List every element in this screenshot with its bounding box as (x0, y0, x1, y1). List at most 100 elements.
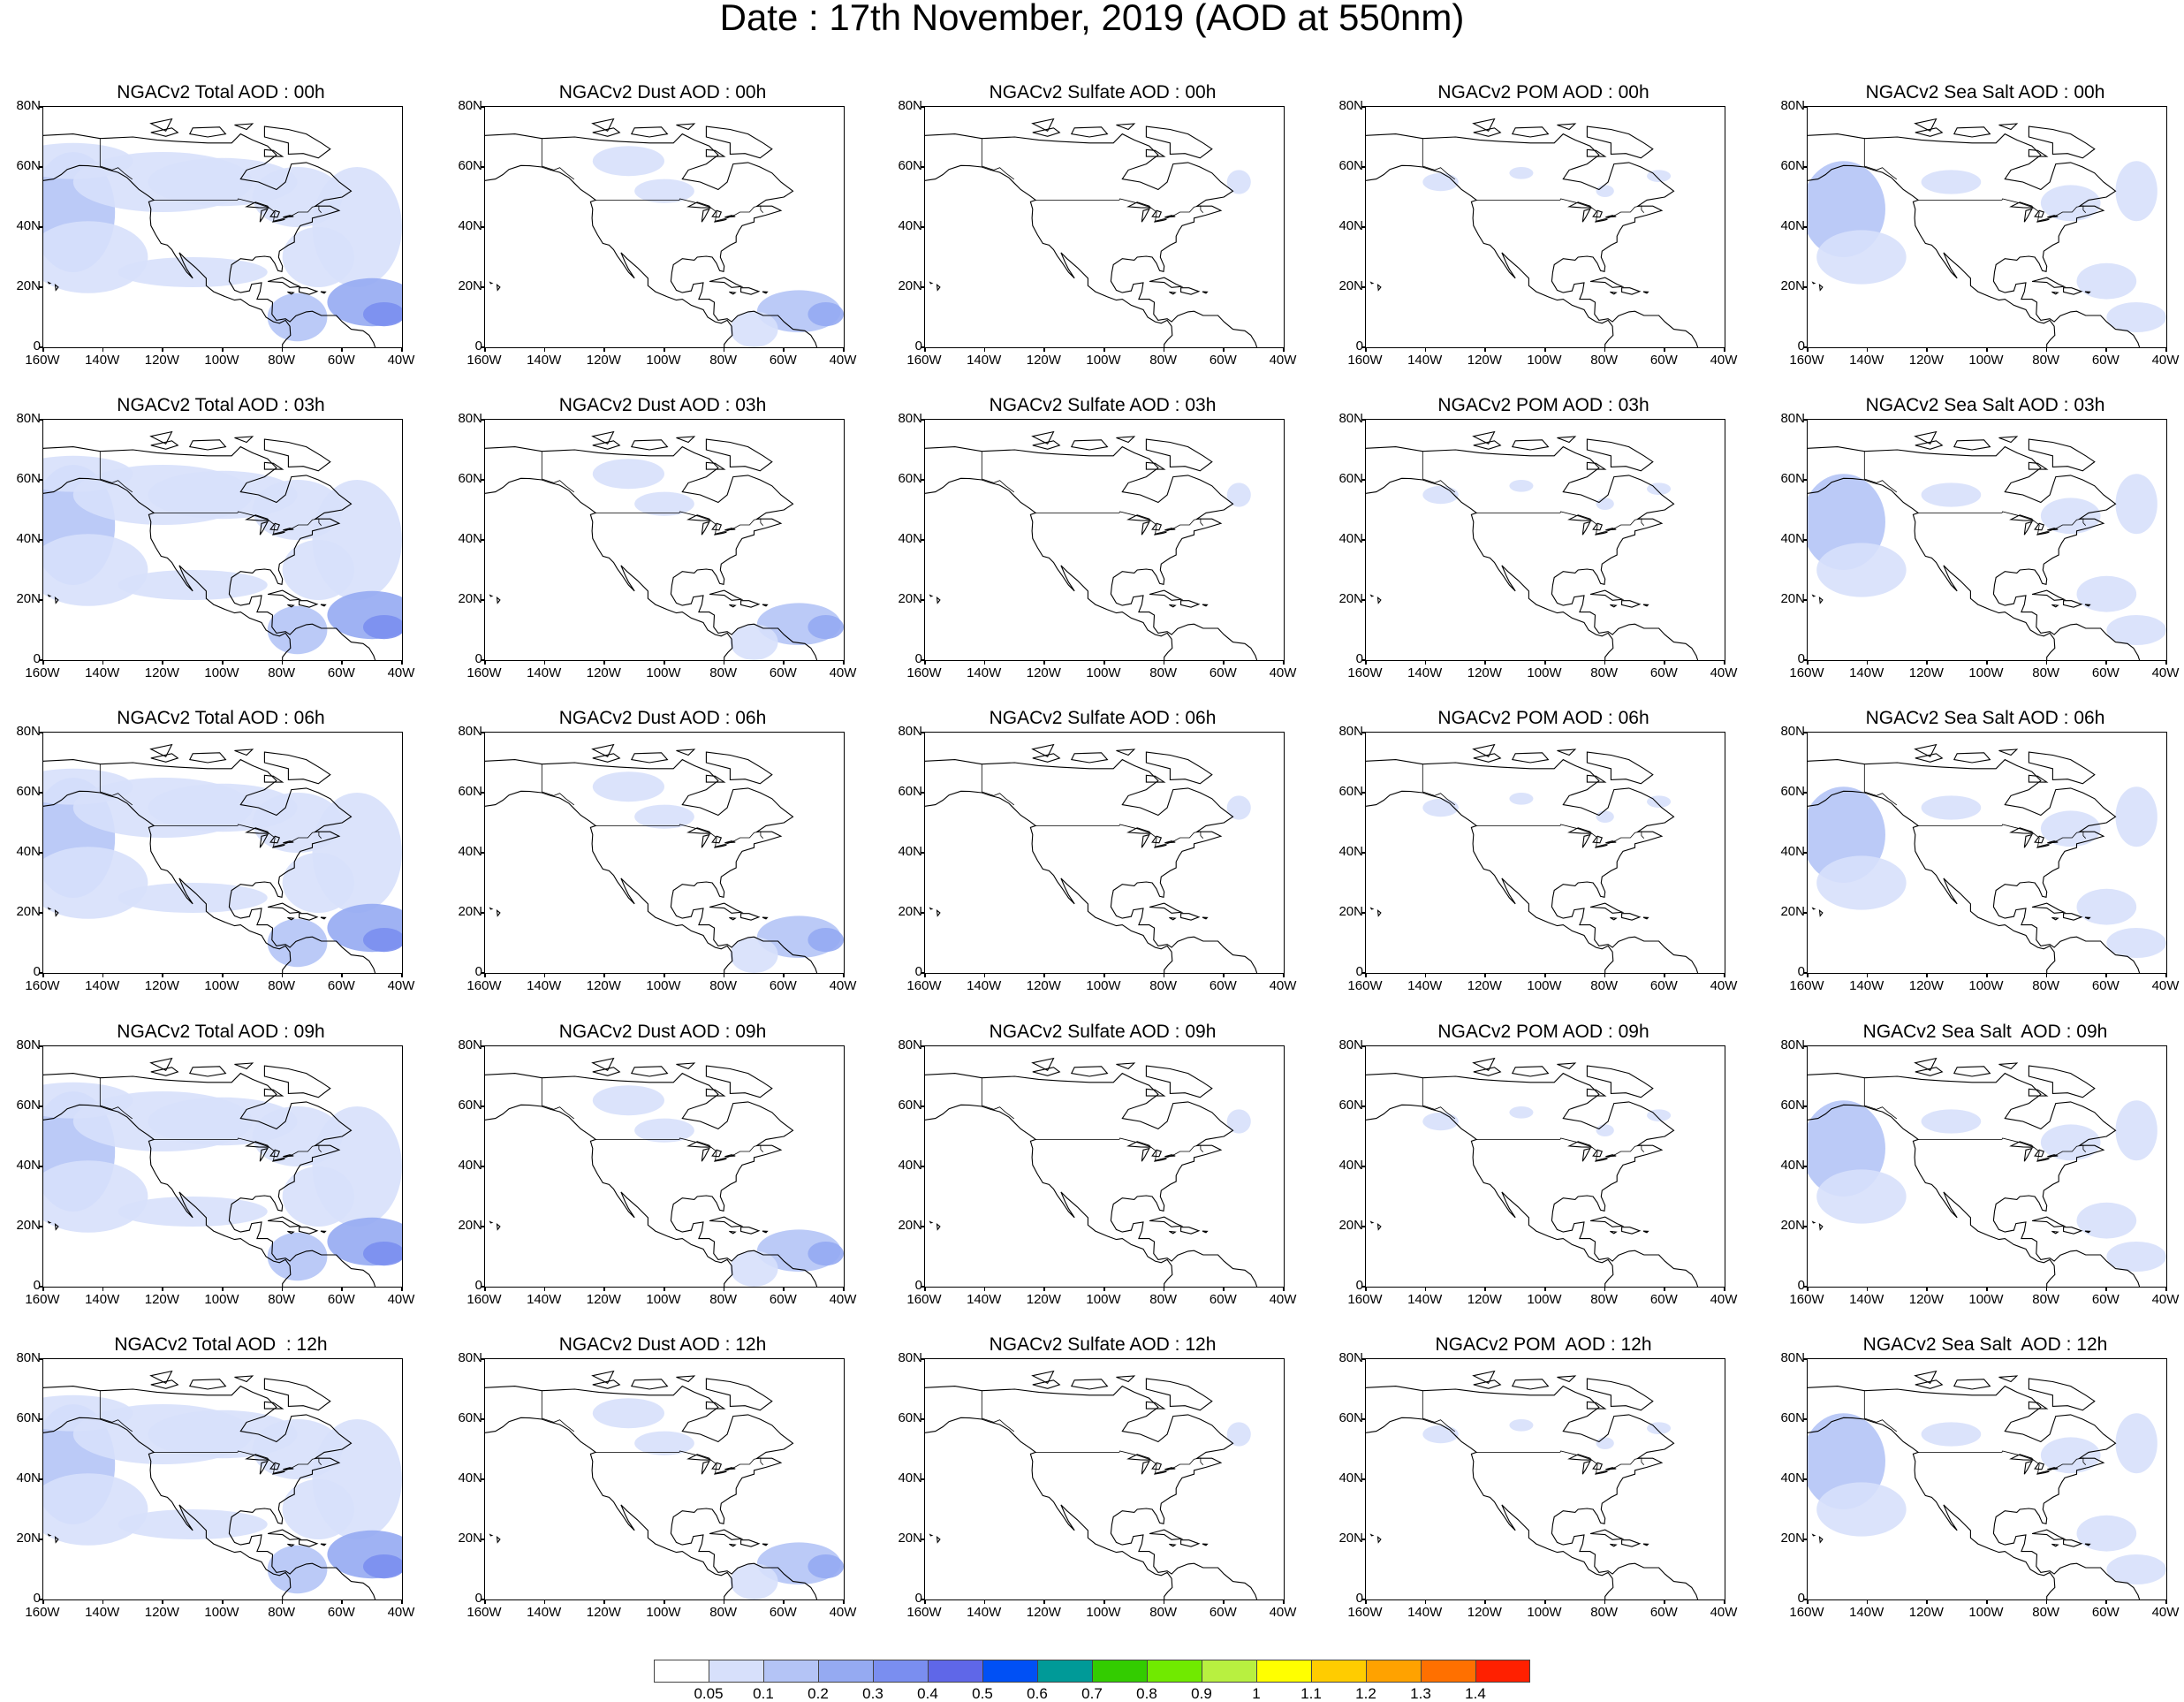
aod-region (2076, 575, 2137, 612)
lon-tick (924, 973, 926, 977)
lat-tick-label: 20N (1338, 904, 1363, 919)
lat-tick (39, 732, 43, 733)
land-outline (1472, 1370, 1496, 1384)
lon-tick (1664, 1287, 1665, 1291)
lon-tick (341, 347, 343, 352)
lon-tick-label: 60W (1209, 1292, 1237, 1307)
land-outline (489, 1533, 494, 1537)
alaska-border (1863, 1390, 1898, 1432)
lat-tick-label: 20N (898, 1531, 922, 1546)
coastline-west (1366, 477, 1614, 660)
lon-tick (1484, 973, 1486, 977)
land-outline (1595, 1470, 1608, 1475)
lon-tick (42, 660, 44, 665)
lon-tick-label: 40W (387, 1605, 415, 1620)
panel-title: NGACv2 Dust AOD : 06h (558, 708, 767, 728)
land-outline (299, 600, 319, 608)
aod-region (2040, 185, 2101, 222)
lon-tick-label: 160W (1347, 665, 1383, 680)
land-outline (263, 125, 331, 159)
land-outline (1472, 743, 1496, 757)
us-canada-border (595, 824, 763, 847)
lon-tick (2105, 973, 2107, 977)
land-outline (1369, 1533, 1375, 1537)
lat-tick-label: 80N (458, 1350, 482, 1365)
lat-tick-label: 40N (1780, 1158, 1805, 1173)
land-outline (1998, 1375, 2019, 1383)
lon-tick-label: 120W (586, 1292, 621, 1307)
lon-tick (543, 973, 546, 977)
lat-tick-label: 40N (458, 218, 482, 233)
lon-tick (1926, 973, 1928, 977)
lat-tick-label: 40N (1338, 218, 1363, 233)
coastline-west (1366, 790, 1614, 973)
map-frame (1365, 1358, 1725, 1600)
lon-tick-label: 120W (586, 1605, 621, 1620)
land-outline (1915, 440, 1944, 450)
lon-tick (1223, 347, 1225, 352)
lon-tick-label: 120W (1026, 665, 1061, 680)
aod-colorbar: 0.05 0.1 0.2 0.3 0.4 0.5 0.6 0.7 0.8 0.9 1 1.1 1.2 1.… (654, 1660, 1530, 1702)
land-outline (1145, 461, 1166, 470)
land-outline (2047, 840, 2059, 844)
land-outline (762, 1543, 769, 1546)
land-outline (2031, 1529, 2066, 1540)
land-outline (1567, 201, 1593, 209)
land-outline (1154, 531, 1167, 536)
aod-region (1509, 167, 1534, 179)
land-outline (1953, 1379, 1991, 1390)
map-frame (484, 1045, 845, 1288)
coastline-west (925, 790, 1173, 973)
aod-region (1921, 795, 1982, 820)
land-outline (2028, 1378, 2096, 1411)
lon-tick (1163, 1599, 1165, 1604)
lat-tick-label: 20N (16, 1218, 41, 1233)
lon-tick (664, 1599, 665, 1604)
alaska-border (541, 451, 575, 493)
panel-title: NGACv2 Sulfate AOD : 12h (989, 1334, 1217, 1355)
aod-map (1366, 1057, 1699, 1287)
aod-region (43, 847, 148, 919)
lat-tick-label: 60N (458, 158, 482, 173)
land-outline (1202, 916, 1209, 920)
land-outline (1472, 1057, 1496, 1071)
colorbar-label: 0.9 (1191, 1685, 1212, 1702)
aod-field (592, 146, 844, 347)
map-panel: NGACv2 Sea Salt AOD : 12h 80N 60N 40N 20N 0 16… (1764, 1333, 2184, 1634)
land-outline (1914, 743, 1938, 757)
aod-map (925, 118, 1258, 347)
lon-tick-label: 60W (1649, 353, 1678, 368)
panel-title: NGACv2 Sea Salt AOD : 00h (1865, 82, 2105, 103)
lon-tick (341, 660, 343, 665)
land-outline (676, 1375, 696, 1383)
lon-tick (783, 1599, 785, 1604)
land-outline (1169, 1543, 1177, 1547)
land-outline (1642, 291, 1649, 294)
panel-title: NGACv2 Dust AOD : 03h (558, 395, 767, 415)
lon-tick (1724, 660, 1725, 665)
coastlines (43, 743, 376, 973)
us-canada-border (154, 198, 322, 222)
land-outline (1149, 1216, 1184, 1227)
lat-tick (921, 419, 925, 421)
aod-region (2115, 1100, 2157, 1161)
lon-tick-label: 140W (967, 1605, 1002, 1620)
lon-tick-label: 80W (268, 665, 296, 680)
lon-tick (843, 347, 845, 352)
lon-tick (1544, 1599, 1546, 1604)
land-outline (1567, 827, 1593, 834)
aod-region (1921, 170, 1982, 194)
lon-tick (1724, 1599, 1725, 1604)
lon-tick-label: 160W (1789, 353, 1824, 368)
land-outline (1511, 1066, 1550, 1077)
aod-region (118, 257, 268, 287)
map-panel: NGACv2 Sea Salt AOD : 00h 80N 60N 40N 20N 0 16… (1764, 81, 2184, 382)
land-outline (1149, 902, 1184, 914)
land-outline (711, 835, 723, 844)
lon-tick (1103, 660, 1105, 665)
lon-tick (843, 660, 845, 665)
land-outline (1642, 916, 1649, 920)
lat-tick (1361, 1599, 1366, 1600)
lon-tick-label: 160W (25, 1292, 60, 1307)
land-outline (1169, 916, 1177, 921)
